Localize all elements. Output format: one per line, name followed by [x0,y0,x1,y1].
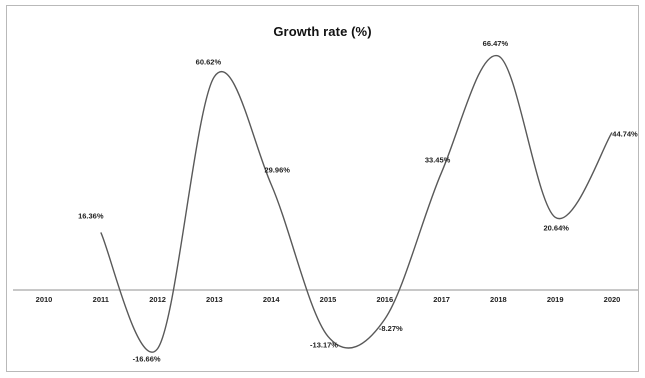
data-label-2018: 66.47% [483,39,509,48]
data-label-2013: 60.62% [196,58,222,67]
data-label-2014: 29.96% [264,166,290,175]
chart-frame: Growth rate (%) [6,5,639,372]
chart-title: Growth rate (%) [273,24,372,39]
x-tick-label-2014: 2014 [263,295,281,304]
x-tick-label-2015: 2015 [320,295,337,304]
x-tick-label-2010: 2010 [36,295,53,304]
x-tick-label-2016: 2016 [376,295,393,304]
x-tick-label-2019: 2019 [547,295,564,304]
data-label-2019: 20.64% [543,223,569,232]
series-line [100,55,613,353]
data-label-2012: -16.66% [133,355,161,364]
data-label-2016: -8.27% [379,324,403,333]
x-tick-label-2012: 2012 [149,295,166,304]
data-label-2011: 16.36% [78,211,104,220]
x-tick-label-2018: 2018 [490,295,507,304]
data-label-2020: 44.74% [612,130,638,139]
x-tick-label-2017: 2017 [433,295,450,304]
data-label-2017: 33.45% [425,155,451,164]
x-tick-label-2011: 2011 [93,295,109,304]
x-tick-label-2013: 2013 [206,295,223,304]
data-label-2015: -13.17% [310,340,338,349]
x-tick-label-2020: 2020 [604,295,621,304]
